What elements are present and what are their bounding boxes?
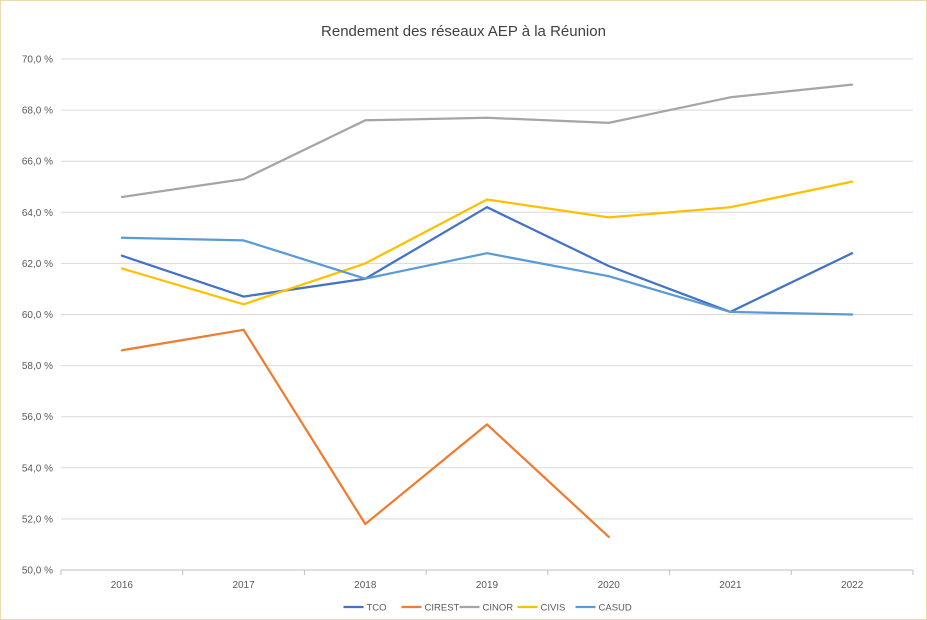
legend-label-cinor: CINOR xyxy=(483,603,514,614)
y-tick-label: 62,0 % xyxy=(22,259,53,270)
y-tick-label: 50,0 % xyxy=(22,566,53,577)
y-tick-label: 70,0 % xyxy=(22,55,53,66)
series-line-tco xyxy=(120,206,854,314)
x-tick-label: 2019 xyxy=(476,580,499,591)
y-tick-label: 68,0 % xyxy=(22,106,53,117)
legend-label-casud: CASUD xyxy=(599,603,632,614)
legend-label-civis: CIVIS xyxy=(541,603,566,614)
series-line-casud xyxy=(120,236,854,316)
legend-label-tco: TCO xyxy=(367,603,387,614)
series-line-civis xyxy=(120,180,854,306)
x-tick-label: 2018 xyxy=(354,580,377,591)
chart-title: Rendement des réseaux AEP à la Réunion xyxy=(321,23,606,40)
y-tick-label: 56,0 % xyxy=(22,412,53,423)
series-line-cirest xyxy=(120,328,610,538)
x-tick-label: 2017 xyxy=(232,580,255,591)
x-tick-label: 2022 xyxy=(841,580,864,591)
y-tick-label: 58,0 % xyxy=(22,361,53,372)
series-line-cinor xyxy=(120,83,854,199)
x-tick-label: 2021 xyxy=(719,580,742,591)
y-tick-label: 66,0 % xyxy=(22,157,53,168)
y-tick-label: 60,0 % xyxy=(22,310,53,321)
y-tick-label: 54,0 % xyxy=(22,463,53,474)
x-tick-label: 2016 xyxy=(111,580,134,591)
y-tick-label: 64,0 % xyxy=(22,208,53,219)
x-tick-label: 2020 xyxy=(598,580,621,591)
y-tick-label: 52,0 % xyxy=(22,514,53,525)
legend-label-cirest: CIREST xyxy=(425,603,460,614)
